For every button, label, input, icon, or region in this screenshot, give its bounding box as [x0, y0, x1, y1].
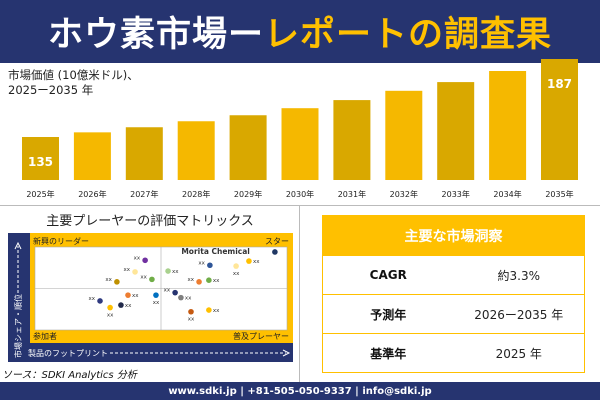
bar: [22, 137, 59, 180]
player-point: [107, 304, 113, 311]
chart-title: 市場価値 (10億米ドル)、 2025ー2035 年: [8, 68, 139, 98]
player-point: [132, 269, 138, 275]
footer-contact: www.sdki.jp | +81-505-050-9337 | info@sd…: [0, 382, 600, 400]
bar: [333, 100, 371, 180]
player-point: [97, 298, 103, 304]
insight-row: 基準年 2025 年: [323, 333, 584, 372]
title-yellow: レポートの調査果: [264, 15, 553, 55]
x-tick-label: 2029年: [234, 189, 262, 199]
player-label: xx: [213, 308, 220, 314]
x-tick-label: 2035年: [545, 189, 573, 199]
insight-value: 約3.3%: [497, 268, 541, 283]
player-label: xx: [172, 269, 179, 275]
player-point: [178, 294, 184, 301]
player-label: xx: [125, 303, 132, 309]
chart-title-line2: 2025ー2035 年: [8, 83, 94, 97]
player-point: [272, 249, 278, 255]
player-point: [149, 276, 155, 283]
player-label: Morita Chemical: [181, 247, 250, 256]
player-point: [142, 257, 148, 264]
page-header: ホウ素市場ー レポートの調査果: [0, 0, 600, 63]
bar: [437, 82, 475, 180]
insight-row: CAGR 約3.3%: [323, 255, 584, 294]
player-label: xx: [164, 288, 171, 294]
player-point: [233, 263, 239, 269]
player-point: [165, 268, 171, 274]
bar: [73, 132, 111, 180]
x-tick-label: 2028年: [182, 189, 210, 199]
quadrant-top-right: スター: [265, 237, 289, 246]
player-label: xx: [124, 267, 131, 273]
bar: [385, 90, 423, 180]
insight-row: 予測年 2026ー2035 年: [323, 294, 584, 333]
bar: [489, 71, 527, 180]
player-label: xx: [134, 255, 141, 261]
market-bar-chart: 2025年 135 2026年 2027年 2028年 2029年 2030年 2031年 20…: [22, 59, 578, 199]
title-white: ホウ素市場ー: [47, 15, 264, 55]
player-label: xx: [253, 259, 260, 265]
player-label: xx: [233, 271, 240, 277]
player-label: xx: [89, 296, 96, 302]
player-label: xx: [153, 300, 160, 306]
x-axis-label: 製品のフットプリント: [28, 348, 108, 358]
x-tick-label: 2025年: [26, 189, 54, 199]
player-point: [125, 292, 131, 298]
player-point: [118, 302, 124, 308]
player-point: [172, 289, 178, 296]
bar: [177, 121, 215, 180]
player-point: [246, 258, 252, 264]
player-point: [206, 277, 212, 284]
insights-title: 主要な市場洞察: [323, 216, 584, 255]
quadrant-bottom-right: 普及プレーヤー: [233, 331, 289, 341]
insight-key: 予測年: [370, 307, 407, 322]
player-label: xx: [107, 313, 114, 319]
x-tick-label: 2031年: [338, 189, 366, 199]
player-point: [153, 292, 159, 298]
arrow-up-icon: [14, 241, 22, 250]
player-point: [206, 307, 212, 313]
x-tick-label: 2034年: [493, 189, 521, 199]
divider-vertical: [299, 205, 300, 382]
player-label: xx: [185, 296, 192, 302]
insights-table: 主要な市場洞察 CAGR 約3.3% 予測年 2026ー2035 年 基準年 2025…: [322, 215, 585, 373]
bar: [281, 108, 319, 180]
player-label: xx: [132, 293, 139, 299]
x-tick-label: 2032年: [390, 189, 418, 199]
source-note: ソース：SDKI Analytics 分析: [2, 370, 137, 381]
insight-key: 基準年: [370, 346, 407, 361]
player-point: [188, 308, 194, 315]
x-tick-label: 2033年: [442, 189, 470, 199]
player-label: xx: [140, 274, 147, 280]
x-tick-label: 2030年: [286, 189, 314, 199]
player-point: [196, 279, 202, 285]
quadrant-bottom-left: 参加者: [33, 331, 57, 341]
bar: [125, 127, 163, 180]
player-label: xx: [188, 317, 195, 323]
bar: [541, 59, 578, 180]
player-point: [114, 279, 120, 285]
bar: [229, 115, 267, 180]
data-label: 187: [547, 77, 572, 91]
divider: [0, 205, 600, 206]
player-label: xx: [213, 278, 220, 284]
y-axis-label: 市場シェア・順位: [13, 294, 23, 358]
x-tick-label: 2026年: [78, 189, 106, 199]
chart-title-line1: 市場価値 (10億米ドル)、: [8, 68, 139, 82]
player-label: xx: [198, 260, 205, 266]
player-point: [207, 262, 213, 269]
insight-key: CAGR: [369, 268, 407, 282]
insight-value: 2025 年: [495, 346, 542, 361]
arrow-right-icon: [282, 349, 291, 357]
insight-value: 2026ー2035 年: [474, 307, 564, 322]
data-label: 135: [28, 155, 53, 169]
player-label: xx: [188, 277, 195, 283]
matrix-title: 主要プレーヤーの評価マトリックス: [46, 214, 254, 229]
x-tick-label: 2027年: [130, 189, 158, 199]
player-label: xx: [105, 277, 112, 283]
quadrant-top-left: 新興のリーダー: [33, 236, 89, 246]
